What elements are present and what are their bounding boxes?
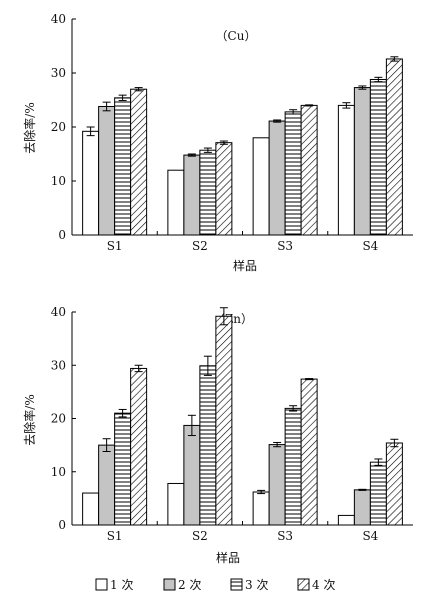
- x-tick-label: S4: [362, 529, 378, 543]
- bar: [114, 97, 132, 236]
- bar: [337, 104, 355, 236]
- bar: [215, 315, 233, 526]
- y-tick-label: 40: [51, 12, 66, 26]
- legend-swatch-4: [297, 578, 310, 591]
- x-tick-label: S3: [277, 529, 293, 543]
- x-tick-label: S1: [107, 529, 123, 543]
- bar: [385, 442, 403, 526]
- bar: [252, 137, 270, 236]
- bar: [369, 461, 387, 526]
- bar: [114, 412, 132, 526]
- bar: [300, 378, 318, 526]
- x-tick-label: S4: [362, 239, 378, 253]
- y-tick-label: 10: [51, 465, 66, 479]
- x-tick-label: S2: [192, 239, 208, 253]
- bar: [183, 424, 201, 526]
- y-tick-label: 0: [58, 228, 66, 242]
- y-tick-label: 40: [51, 305, 66, 319]
- legend-label: 1 次: [110, 578, 133, 592]
- bar: [268, 444, 286, 526]
- bar: [183, 154, 201, 236]
- bar: [82, 492, 100, 526]
- bar: [284, 111, 302, 236]
- legend-swatch-1: [95, 578, 108, 591]
- bar: [130, 367, 148, 526]
- bar: [215, 142, 233, 236]
- chart-title: （Cu）: [216, 29, 257, 43]
- legend-label: 2 次: [178, 578, 201, 592]
- x-tick-label: S2: [192, 529, 208, 543]
- y-tick-label: 30: [51, 66, 66, 80]
- bar: [199, 365, 217, 526]
- bar: [268, 120, 286, 236]
- bar: [199, 149, 217, 236]
- bar: [369, 78, 387, 236]
- bar: [353, 87, 371, 236]
- x-tick-label: S3: [277, 239, 293, 253]
- bar: [82, 130, 100, 236]
- bar: [130, 88, 148, 236]
- legend-label: 4 次: [312, 578, 335, 592]
- bar: [353, 489, 371, 526]
- legend-swatch-3: [230, 578, 243, 591]
- legend-item: 2 次: [163, 578, 201, 592]
- bar: [284, 407, 302, 526]
- x-axis-label: 样品: [233, 258, 257, 273]
- legend-item: 4 次: [297, 578, 335, 592]
- y-axis-label: 去除率/%: [22, 394, 37, 445]
- bar: [252, 491, 270, 526]
- y-tick-label: 0: [58, 518, 66, 532]
- y-tick-label: 20: [51, 120, 66, 134]
- bar: [300, 104, 318, 236]
- legend-item: 3 次: [230, 578, 268, 592]
- bar: [98, 444, 116, 526]
- legend: 1 次 2 次 3 次 4 次: [95, 578, 335, 592]
- y-tick-label: 30: [51, 358, 66, 372]
- bar: [167, 482, 185, 526]
- chart-panel-cu: （Cu） 去除率/% 样品 0 10 20 30 40 S1 S2 S3 S4: [22, 12, 413, 273]
- legend-swatch-2: [163, 578, 176, 591]
- x-tick-label: S1: [107, 239, 123, 253]
- bar: [337, 514, 355, 526]
- bar: [98, 105, 116, 236]
- bar: [167, 169, 185, 236]
- legend-label: 3 次: [245, 578, 268, 592]
- x-axis-label: 样品: [216, 550, 240, 565]
- legend-item: 1 次: [95, 578, 133, 592]
- bar: [385, 58, 403, 236]
- y-tick-label: 10: [51, 174, 66, 188]
- y-axis-label: 去除率/%: [22, 102, 37, 153]
- y-tick-label: 20: [51, 412, 66, 426]
